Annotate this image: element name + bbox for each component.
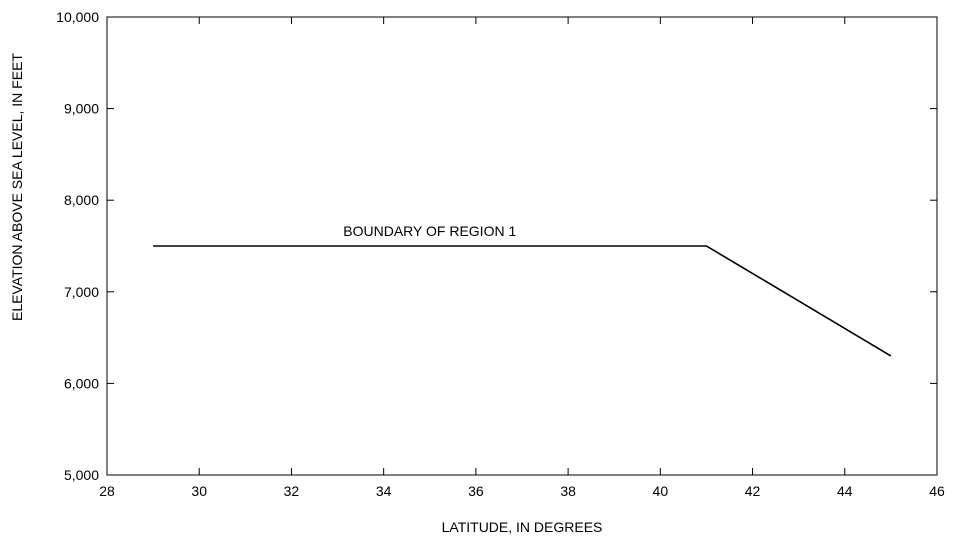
plot-frame bbox=[106, 16, 938, 476]
y-tick-label: 8,000 bbox=[64, 192, 99, 208]
y-tick-label: 10,000 bbox=[56, 9, 99, 25]
y-tick-label: 6,000 bbox=[64, 375, 99, 391]
x-tick-label: 28 bbox=[99, 483, 115, 499]
x-tick-label: 32 bbox=[284, 483, 300, 499]
x-tick-label: 30 bbox=[191, 483, 207, 499]
x-tick-label: 46 bbox=[929, 483, 945, 499]
y-axis-title: ELEVATION ABOVE SEA LEVEL, IN FEET bbox=[9, 53, 25, 321]
y-tick-label: 9,000 bbox=[64, 101, 99, 117]
x-axis-title: LATITUDE, IN DEGREES bbox=[442, 519, 603, 535]
y-tick-label: 7,000 bbox=[64, 284, 99, 300]
x-tick-label: 34 bbox=[376, 483, 392, 499]
y-axis-ticks: 5,000 6,000 7,000 8,000 9,000 10,000 bbox=[56, 9, 937, 483]
boundary-line bbox=[153, 245, 892, 357]
x-tick-label: 42 bbox=[745, 483, 761, 499]
x-tick-label: 44 bbox=[837, 483, 853, 499]
series-layer bbox=[153, 245, 892, 357]
series-annotation: BOUNDARY OF REGION 1 bbox=[343, 223, 516, 239]
x-axis-ticks: 28 30 32 34 36 38 40 42 44 46 bbox=[99, 17, 945, 499]
x-tick-label: 36 bbox=[468, 483, 484, 499]
x-tick-label: 38 bbox=[560, 483, 576, 499]
x-tick-label: 40 bbox=[653, 483, 669, 499]
y-tick-label: 5,000 bbox=[64, 467, 99, 483]
